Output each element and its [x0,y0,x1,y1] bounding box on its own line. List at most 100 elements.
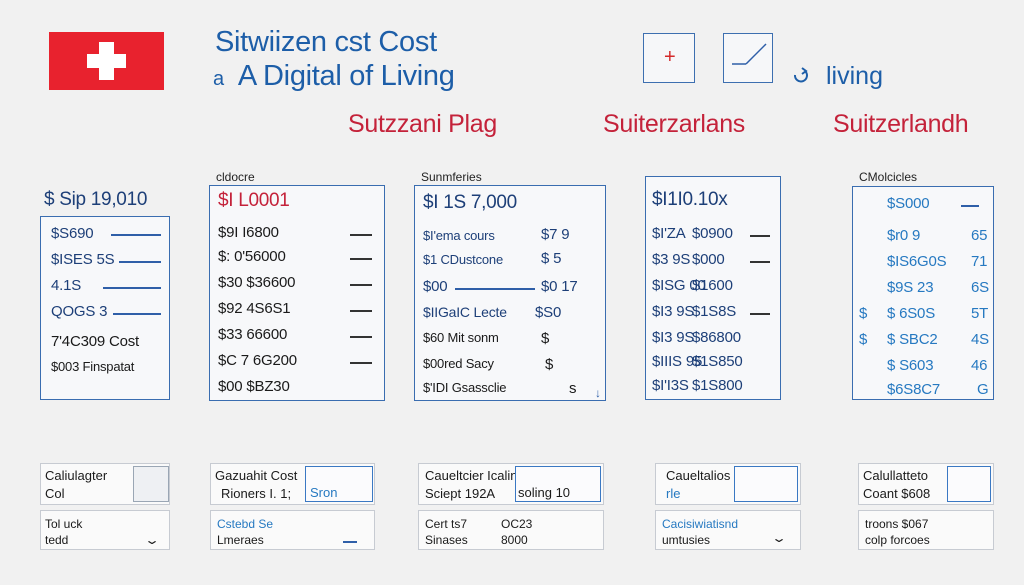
panel1-total: $ Sip 19,010 [44,189,148,210]
list-value: $7 9 [541,226,570,243]
list-value: $ [541,330,550,347]
scaling-input[interactable]: soling 10 [515,466,601,502]
cost-input[interactable]: Sron [305,466,373,502]
chevron-down-icon: ⌄ [770,531,788,545]
cost-panel-3: $I 1S 7,000 $I'ema cours $7 9 $1 CDustco… [414,185,606,401]
list-item: 4.1S [51,277,82,294]
list-value: s [569,380,577,397]
card-subtitle: rle [666,486,681,501]
card-subtitle: Rioners I. 1; [221,486,292,501]
list-value: 4S [971,331,989,348]
list-value: 65 [971,227,988,244]
swiss-flag-icon [49,32,164,90]
living-label[interactable]: living [826,62,883,90]
list-value: G [977,381,989,398]
list-item: $'IDI Gsassclie [423,380,507,395]
list-value: $86800 [692,329,741,346]
list-item: $C 7 6G200 [218,352,297,369]
list-item: $I'ZA [652,225,686,242]
trend-button[interactable] [723,33,773,83]
calculator-select-5[interactable]: troons $067 colp forcoes [858,510,994,550]
list-value: $ 5 [541,250,562,267]
list-value: $1S850 [692,353,743,370]
cost-panel-2: $I L0001 $9I I6800 $: 0'56000 $30 $36600… [209,185,385,401]
list-value: $1S8S [692,303,737,320]
card-row: Cert ts7 [425,517,468,531]
list-value: 71 [971,253,988,270]
list-item: $ SBC2 [887,331,938,348]
calculator-select-4[interactable]: Cacisiwiatisnd umtusies ⌄ [655,510,801,550]
list-item: $ S603 [887,357,934,374]
list-item: $I3 9S [652,303,695,320]
card-row: Sinases [425,533,468,547]
card-row: Cacisiwiatisnd [662,517,739,531]
card-row: colp forcoes [865,533,930,547]
card-subtitle: Sciept 192A [425,486,496,501]
chevron-down-icon[interactable]: ↓ [595,386,601,400]
calculator-select-2[interactable]: Cstebd Se Lmeraes [210,510,375,550]
list-item: $r0 9 [887,227,921,244]
card-title: Caueltalios [666,468,731,483]
list-item: $IIGaIC Lecte [423,304,507,320]
list-item: $ISG 00 [652,277,706,294]
card-value: 8000 [501,533,528,547]
list-item: $ISES 5S [51,251,115,268]
list-item: $00red Sacy [423,356,494,371]
calculator-card-4: Caueltalios rle [655,463,801,505]
list-item: $003 Finspatat [51,359,135,374]
card-title: Caliulagter [45,468,108,483]
calculator-card-1: Caliulagter Col [40,463,170,505]
calculator-select-3[interactable]: Cert ts7 OC23 Sinases 8000 [418,510,604,550]
card-subtitle: Coant $608 [863,486,931,501]
list-item: $00 $BZ30 [218,378,290,395]
list-item: $IS6G0S [887,253,947,270]
list-value: $000 [692,251,725,268]
cost-panel-4: $I1I0.10x $I'ZA $0900 $3 9S $000 $ISG 00… [645,176,781,400]
list-item: $30 $36600 [218,274,296,291]
list-value: 5T [971,305,989,322]
card-row: Lmeraes [217,533,264,547]
trend-line-icon [732,43,767,65]
list-value: $ [545,356,554,373]
card-title: Gazuahit Cost [215,468,298,483]
list-item: $ 6S0S [887,305,936,322]
list-item: 7'4C309 Cost [51,333,140,350]
list-item: $9S 23 [887,279,934,296]
card-title: Caueltcier Icaling [425,468,525,483]
list-item: $I3 9S [652,329,695,346]
card-row: umtusies [662,533,711,547]
plus-icon: + [664,46,676,68]
list-item: $00 [423,278,448,295]
calculator-select-1[interactable]: Tol uck tedd ⌄ [40,510,170,550]
panel5-header: CMolcicles [859,170,918,184]
calculator-card-2: Gazuahit Cost Rioners I. 1; Sron [210,463,375,505]
list-item: $S690 [51,225,94,242]
list-value: $1S800 [692,377,743,394]
card-row: Tol uck [45,517,83,531]
card-row: tedd [45,533,69,547]
undo-icon[interactable] [791,63,809,85]
add-button[interactable]: + [643,33,695,83]
cost-panel-5: $S000 $r0 9 65 $IS6G0S 71 $9S 23 6S $ $ … [852,186,994,400]
subtitle-swiss: Suiterzarlans [603,110,745,138]
list-item: $3 9S [652,251,691,268]
card-title: Calullatteto [863,468,929,483]
card-row: Cstebd Se [217,517,274,531]
chevron-down-icon [343,541,357,543]
list-value: $0 17 [541,278,578,295]
list-item: $IIIS 95 [652,353,703,370]
card-input[interactable] [947,466,991,502]
list-item: $I'I3S [652,377,689,394]
list-value: $S0 [535,304,562,321]
card-input[interactable] [133,466,169,502]
list-prefix: $ [859,305,868,322]
list-item: $60 Mit sonm [423,330,499,345]
calculator-card-3: Caueltcier Icaling Sciept 192A soling 10 [418,463,604,505]
card-input[interactable] [734,466,798,502]
subtitle-plan: Sutzzani Plag [348,110,497,138]
card-row: troons $067 [865,517,929,531]
list-item: QOGS 3 [51,303,108,320]
subtitle-switzerland: Suitzerlandh [833,110,969,138]
list-item: $I'ema cours [423,228,495,243]
